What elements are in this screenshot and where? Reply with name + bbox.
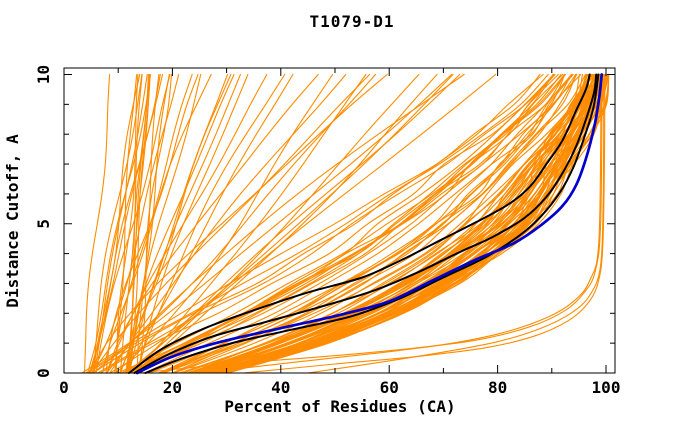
ensemble-curve [88, 73, 388, 374]
ensemble-curve [83, 73, 111, 374]
ensemble-curve [189, 73, 588, 374]
ensemble-curve [81, 73, 453, 374]
low-outlier-1 [242, 73, 606, 374]
ensemble-curve [127, 73, 151, 374]
ensemble-curve [125, 73, 235, 374]
ensemble-curve [137, 73, 249, 374]
plot-frame [63, 67, 616, 374]
ensemble-curve [126, 73, 564, 374]
ensemble-curve [190, 73, 604, 374]
ensemble-curve [132, 73, 438, 374]
curves-layer [81, 73, 610, 375]
ensemble-curve [187, 73, 596, 374]
ensemble-curve [148, 73, 573, 374]
ensemble-curve [171, 73, 577, 374]
x-tick-label: 0 [59, 378, 69, 397]
ensemble-curve [221, 73, 600, 374]
ensemble-curve [114, 73, 138, 374]
ensemble-curve [106, 73, 465, 374]
x-tick-label: 100 [592, 378, 621, 397]
ensemble-curve [133, 73, 420, 374]
tick-labels: 0 20 40 60 80 100 0 5 10 [34, 65, 620, 397]
ensemble-curve [136, 73, 160, 374]
ensemble-curve [131, 73, 367, 374]
x-tick-label: 40 [271, 378, 290, 397]
ensemble-curve [119, 73, 143, 374]
ensemble-curve [178, 73, 593, 374]
low-outlier-3 [139, 73, 603, 374]
ensemble-curve [127, 73, 559, 374]
ensemble-curve [95, 73, 171, 374]
ensemble-curve [106, 73, 319, 374]
ensemble-curve [109, 73, 347, 374]
y-tick-label: 5 [34, 219, 53, 229]
ensemble-curve [114, 73, 193, 374]
ensemble-curve [87, 73, 151, 374]
ensemble-curve [126, 73, 497, 374]
y-axis-label: Distance Cutoff, A [3, 134, 22, 308]
axes-frame [63, 67, 616, 374]
ensemble-curve [128, 73, 241, 374]
ensemble-curve [187, 73, 601, 374]
highlighted-model-blue [135, 73, 604, 375]
ensemble-curve [173, 73, 590, 374]
ensemble-curve [92, 73, 143, 374]
x-axis-label: Percent of Residues (CA) [224, 397, 455, 416]
ensemble-curve [87, 73, 549, 374]
low-outlier-2 [307, 73, 605, 374]
ensemble-curve [158, 73, 573, 374]
ensemble-curve [125, 73, 294, 374]
y-tick-label: 0 [34, 368, 53, 378]
ensemble-curve [226, 73, 610, 374]
low-outlier-4 [198, 73, 602, 374]
plot-title: T1079-D1 [309, 12, 394, 31]
x-tick-label: 80 [488, 378, 507, 397]
ensemble-curve [97, 73, 555, 374]
highlighted-model-black-3 [144, 73, 600, 374]
ensemble-curve [127, 73, 202, 374]
ensemble-curve [163, 73, 574, 374]
y-tick-label: 10 [34, 65, 53, 84]
ensemble-curve [205, 73, 587, 374]
x-tick-label: 60 [380, 378, 399, 397]
ensemble-curve [129, 73, 170, 374]
ensemble-curve [117, 73, 555, 374]
ensemble-curve [202, 73, 595, 374]
highlighted-model-black-1 [128, 73, 591, 374]
ensemble-curve [92, 73, 544, 374]
x-tick-label: 20 [163, 378, 182, 397]
ensemble-curve [92, 73, 141, 374]
ensemble-curve [115, 73, 139, 374]
highlighted-model-black-2 [133, 73, 598, 374]
